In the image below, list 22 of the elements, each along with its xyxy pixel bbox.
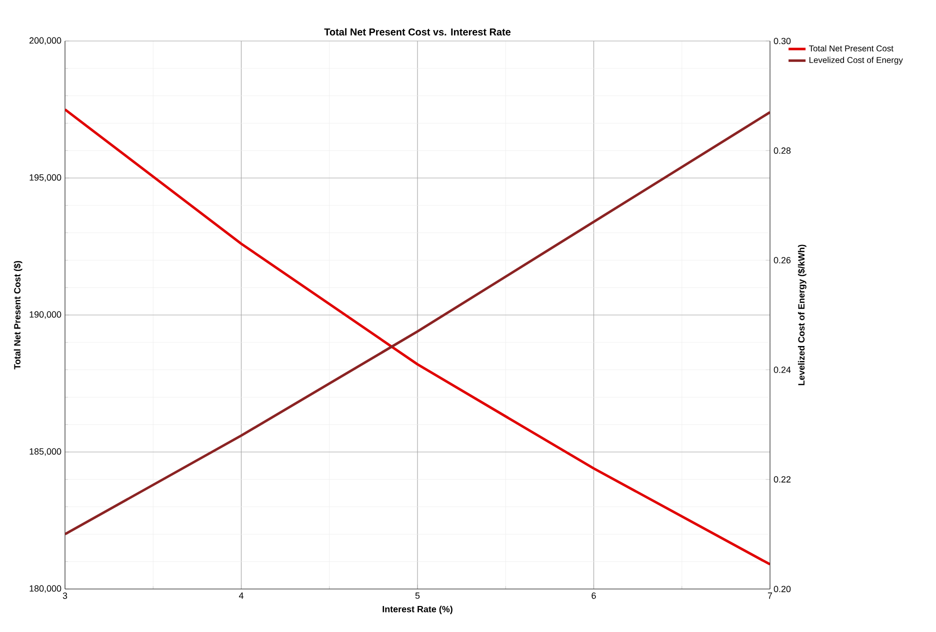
x-tick-label: 6: [592, 592, 596, 599]
x-tick-label: 5: [415, 592, 420, 599]
legend-label: Total Net Present Cost: [808, 45, 894, 52]
y-axis-title: Total Net Present Cost ($): [14, 260, 22, 370]
y2-tick-label: 0.22: [774, 476, 791, 483]
y2-tick-label: 0.30: [774, 38, 791, 44]
y2-tick-label: 0.24: [774, 366, 791, 373]
x-tick-label: 7: [768, 592, 772, 599]
x-tick-label: 3: [62, 592, 68, 599]
y2-tick-label: 0.28: [774, 147, 791, 154]
x-tick-label: 4: [238, 592, 244, 599]
y-tick-label: 180,000: [30, 585, 62, 593]
y-tick-label: 200,000: [30, 37, 62, 45]
y-tick-label: 185,000: [30, 448, 62, 456]
y2-axis-title: Levelized Cost of Energy ($/kWh): [798, 244, 806, 386]
y-tick-label: 195,000: [30, 174, 62, 182]
legend-label: Levelized Cost of Energy: [809, 56, 903, 65]
y2-tick-label: 0.20: [774, 586, 791, 592]
y2-tick-label: 0.26: [774, 257, 791, 264]
x-axis-title: Interest Rate (%): [382, 606, 452, 614]
chart-title: Total Net Present Cost vs. Interest Rate: [324, 28, 511, 36]
y-tick-label: 190,000: [30, 311, 62, 319]
